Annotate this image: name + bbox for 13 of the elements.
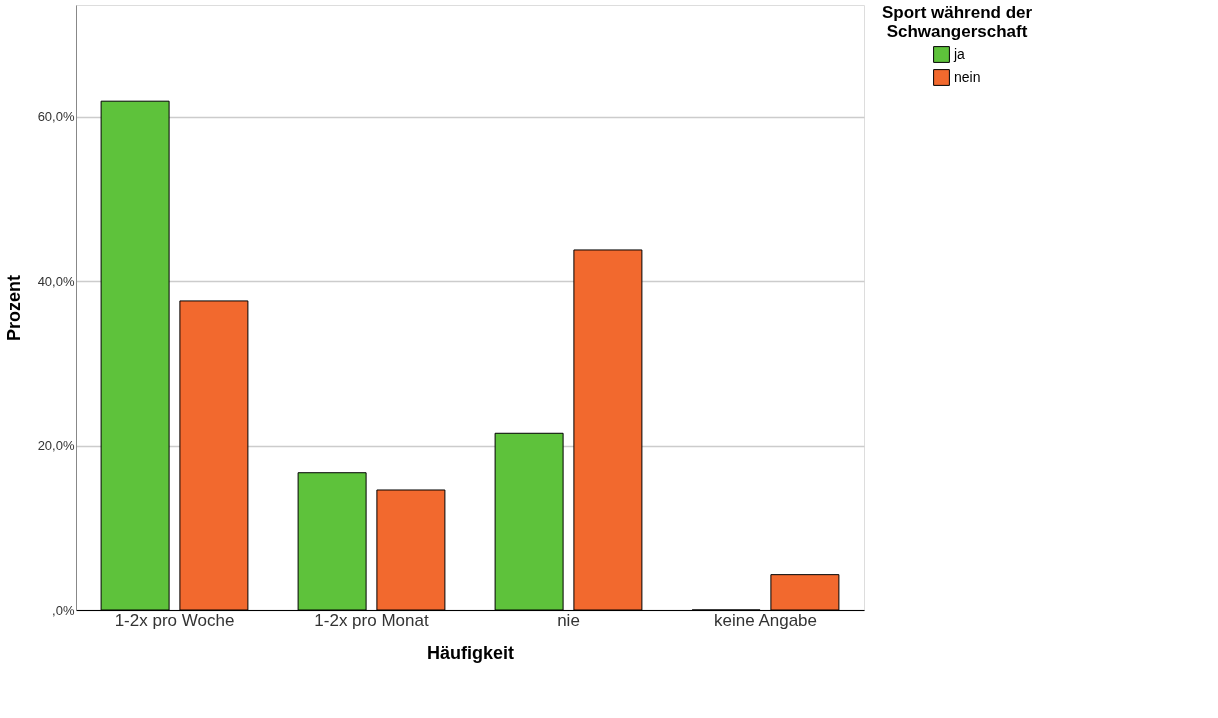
legend-label: ja xyxy=(953,45,966,62)
x-axis-title: Häufigkeit xyxy=(426,642,515,663)
legend-title: Sport während der Schwangerschaft xyxy=(881,3,1033,41)
x-tick-label: 1-2x pro Monat xyxy=(314,610,429,630)
y-tick-label: 60,0% xyxy=(37,109,75,125)
y-tick-label: ,0% xyxy=(52,602,75,618)
x-tick-label: nie xyxy=(557,610,580,630)
x-tick-label: 1-2x pro Woche xyxy=(114,610,235,630)
y-axis-title: Prozent xyxy=(3,274,24,342)
legend-label: nein xyxy=(954,68,981,85)
y-tick-label: 20,0% xyxy=(37,438,75,454)
y-tick-label: 40,0% xyxy=(37,273,75,289)
x-tick-label: keine Angabe xyxy=(713,610,818,630)
